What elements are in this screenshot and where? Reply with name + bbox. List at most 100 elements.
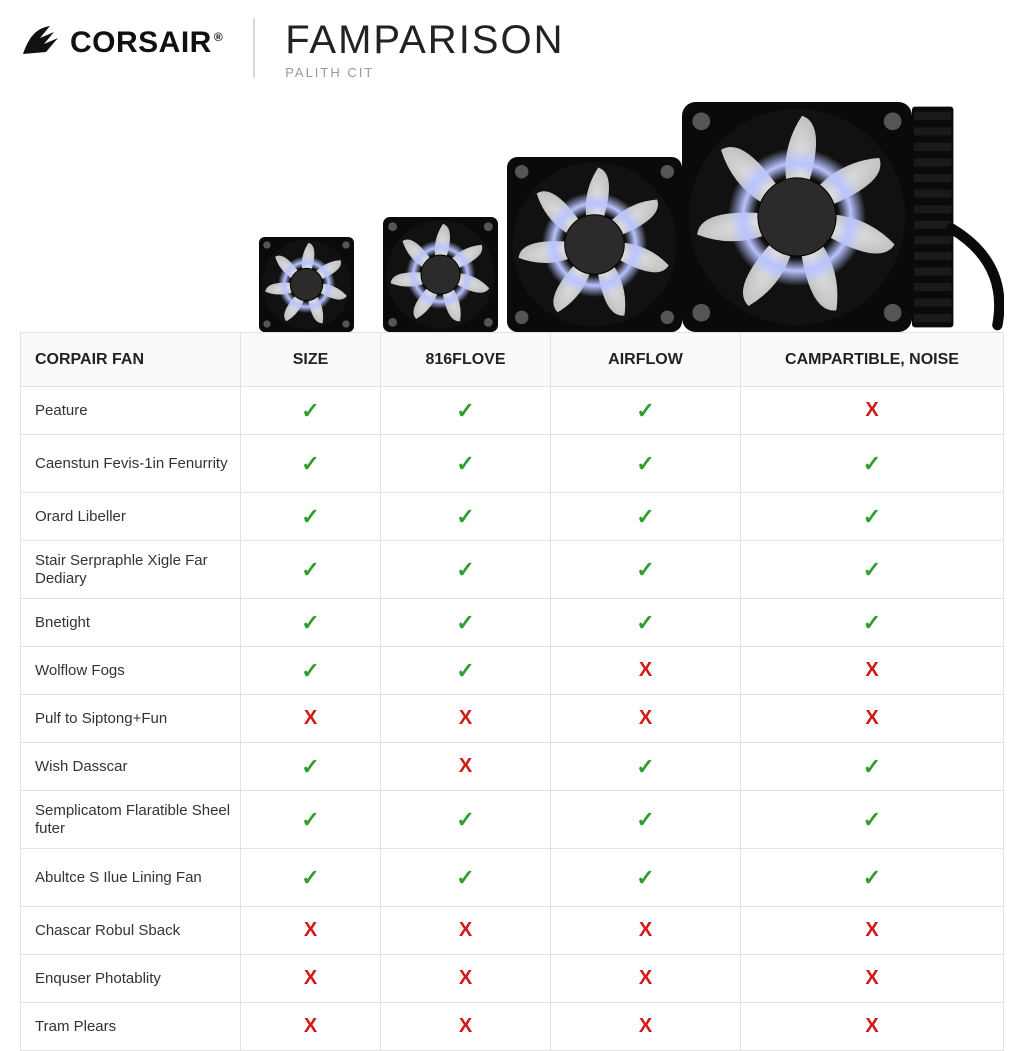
check-icon: ✓: [301, 398, 319, 423]
cell-8-1: ✓: [381, 791, 551, 849]
cell-0-1: ✓: [381, 387, 551, 435]
table-header-3: AIRFLOW: [551, 333, 741, 387]
cell-12-2: X: [551, 1003, 741, 1051]
check-icon: ✓: [863, 610, 881, 635]
cell-0-2: ✓: [551, 387, 741, 435]
cell-7-3: ✓: [741, 743, 1004, 791]
brand-name: CORSAIR®: [70, 26, 223, 60]
cross-icon: X: [865, 967, 878, 989]
cell-6-0: X: [241, 695, 381, 743]
cross-icon: X: [865, 1015, 878, 1037]
comparison-table: CORPAIR FANSIZE816FLOVEAIRFLOWCAMPARTIBL…: [20, 332, 1004, 1051]
page-title: FAMPARISON: [285, 18, 564, 63]
cell-0-3: X: [741, 387, 1004, 435]
page-subtitle: PALITH CIT: [285, 65, 564, 80]
check-icon: ✓: [301, 754, 319, 779]
cross-icon: X: [459, 755, 472, 777]
cell-5-2: X: [551, 647, 741, 695]
cell-4-2: ✓: [551, 599, 741, 647]
cross-icon: X: [865, 399, 878, 421]
table-header-1: SIZE: [241, 333, 381, 387]
table-header-4: CAMPARTIBLE, NOISE: [741, 333, 1004, 387]
table-row: Chascar Robul SbackXXXX: [21, 907, 1004, 955]
check-icon: ✓: [301, 557, 319, 582]
cross-icon: X: [865, 707, 878, 729]
check-icon: ✓: [863, 807, 881, 832]
cell-7-0: ✓: [241, 743, 381, 791]
cell-8-3: ✓: [741, 791, 1004, 849]
cell-6-1: X: [381, 695, 551, 743]
cell-12-3: X: [741, 1003, 1004, 1051]
check-icon: ✓: [863, 754, 881, 779]
table-header-0: CORPAIR FAN: [21, 333, 241, 387]
cell-5-1: ✓: [381, 647, 551, 695]
header: CORSAIR® FAMPARISON PALITH CIT: [20, 18, 1004, 80]
cross-icon: X: [459, 967, 472, 989]
cross-icon: X: [639, 967, 652, 989]
table-row: Pulf to Siptong+FunXXXX: [21, 695, 1004, 743]
cell-5-0: ✓: [241, 647, 381, 695]
cell-10-1: X: [381, 907, 551, 955]
check-icon: ✓: [301, 865, 319, 890]
cell-1-3: ✓: [741, 435, 1004, 493]
cell-4-1: ✓: [381, 599, 551, 647]
check-icon: ✓: [863, 865, 881, 890]
check-icon: ✓: [456, 610, 474, 635]
check-icon: ✓: [636, 754, 654, 779]
cross-icon: X: [304, 919, 317, 941]
table-row: Bnetight✓✓✓✓: [21, 599, 1004, 647]
table-row: Wolflow Fogs✓✓XX: [21, 647, 1004, 695]
table-body: Peature✓✓✓XCaenstun Fevis-1in Fenurrity✓…: [21, 387, 1004, 1051]
cell-9-3: ✓: [741, 849, 1004, 907]
row-label: Abultce S Ilue Lining Fan: [21, 849, 241, 907]
cross-icon: X: [639, 659, 652, 681]
row-label: Chascar Robul Sback: [21, 907, 241, 955]
check-icon: ✓: [863, 451, 881, 476]
check-icon: ✓: [636, 610, 654, 635]
cell-0-0: ✓: [241, 387, 381, 435]
table-row: Stair Serpraphle Xigle Far Dediary✓✓✓✓: [21, 541, 1004, 599]
table-row: Abultce S Ilue Lining Fan✓✓✓✓: [21, 849, 1004, 907]
cross-icon: X: [304, 1015, 317, 1037]
cell-10-3: X: [741, 907, 1004, 955]
check-icon: ✓: [301, 451, 319, 476]
check-icon: ✓: [456, 451, 474, 476]
check-icon: ✓: [863, 504, 881, 529]
cell-2-2: ✓: [551, 493, 741, 541]
table-header-row: CORPAIR FANSIZE816FLOVEAIRFLOWCAMPARTIBL…: [21, 333, 1004, 387]
header-divider: [253, 18, 255, 78]
cell-1-0: ✓: [241, 435, 381, 493]
cross-icon: X: [865, 659, 878, 681]
row-label: Wish Dasscar: [21, 743, 241, 791]
cell-3-0: ✓: [241, 541, 381, 599]
check-icon: ✓: [636, 807, 654, 832]
cell-2-1: ✓: [381, 493, 551, 541]
table-row: Semplicatom Flaratible Sheel futer✓✓✓✓: [21, 791, 1004, 849]
fan-image-4: [682, 102, 1004, 332]
table-row: Enquser PhotablityXXXX: [21, 955, 1004, 1003]
cell-5-3: X: [741, 647, 1004, 695]
cell-7-1: X: [381, 743, 551, 791]
check-icon: ✓: [636, 865, 654, 890]
cell-9-0: ✓: [241, 849, 381, 907]
check-icon: ✓: [456, 807, 474, 832]
check-icon: ✓: [636, 451, 654, 476]
row-label: Orard Libeller: [21, 493, 241, 541]
check-icon: ✓: [863, 557, 881, 582]
check-icon: ✓: [301, 504, 319, 529]
cell-6-3: X: [741, 695, 1004, 743]
cell-8-0: ✓: [241, 791, 381, 849]
cell-6-2: X: [551, 695, 741, 743]
cell-12-1: X: [381, 1003, 551, 1051]
cell-3-2: ✓: [551, 541, 741, 599]
table-row: Caenstun Fevis-1in Fenurrity✓✓✓✓: [21, 435, 1004, 493]
brand: CORSAIR®: [20, 18, 223, 61]
cell-2-0: ✓: [241, 493, 381, 541]
cell-4-3: ✓: [741, 599, 1004, 647]
cell-9-2: ✓: [551, 849, 741, 907]
cell-3-1: ✓: [381, 541, 551, 599]
fan-image-3: [507, 157, 682, 332]
row-label: Enquser Photablity: [21, 955, 241, 1003]
row-label: Pulf to Siptong+Fun: [21, 695, 241, 743]
check-icon: ✓: [301, 610, 319, 635]
